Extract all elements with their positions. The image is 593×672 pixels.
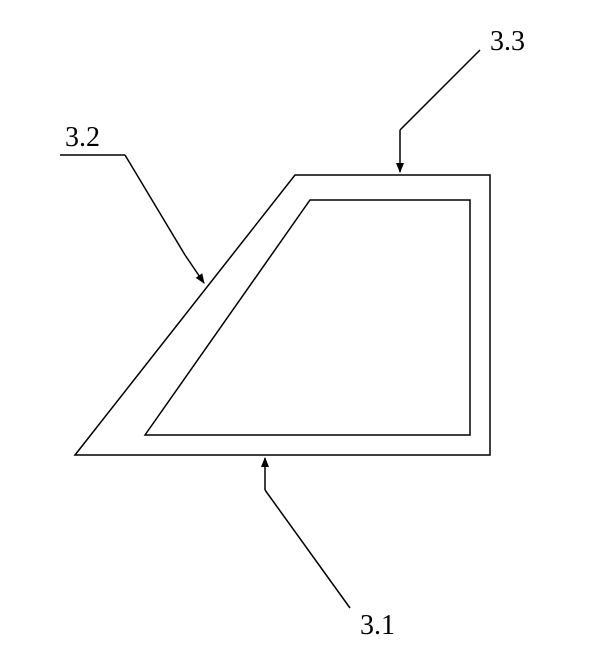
- diagram-svg: [0, 0, 593, 667]
- callout-3-1: [265, 458, 350, 608]
- outer-trapezoid: [75, 175, 490, 455]
- callout-3-3: [400, 50, 480, 172]
- diagram-container: 3.1 3.2 3.3: [0, 0, 593, 667]
- callout-3-2: [60, 155, 204, 283]
- label-3-2: 3.2: [65, 122, 100, 154]
- inner-trapezoid: [145, 200, 470, 435]
- label-3-1: 3.1: [360, 610, 395, 642]
- label-3-3: 3.3: [490, 26, 525, 58]
